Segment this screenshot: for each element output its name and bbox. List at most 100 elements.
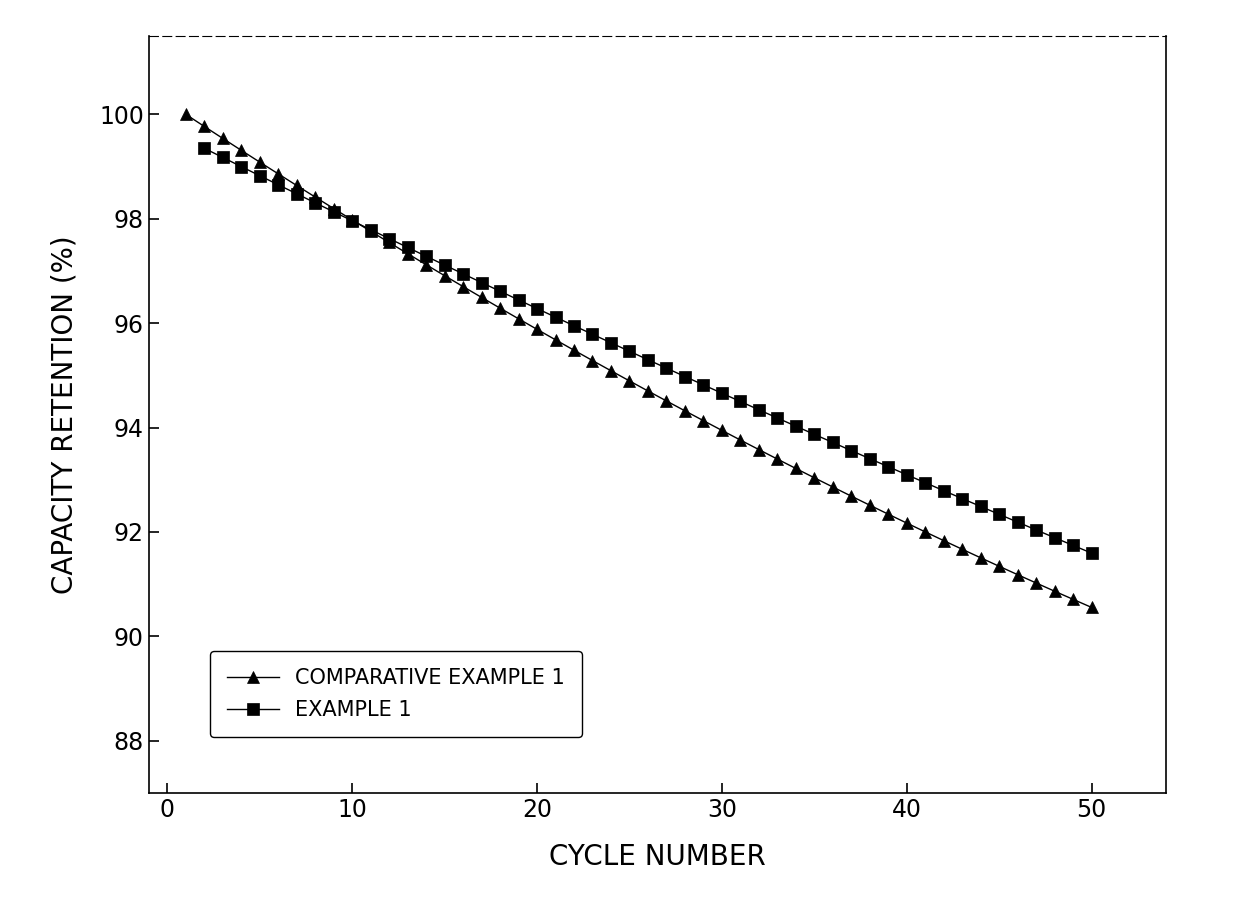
COMPARATIVE EXAMPLE 1 <box>918 526 932 537</box>
EXAMPLE 1 <box>992 509 1007 520</box>
EXAMPLE 1 <box>696 379 711 390</box>
EXAMPLE 1 <box>751 405 766 415</box>
X-axis label: CYCLE NUMBER: CYCLE NUMBER <box>549 842 765 870</box>
COMPARATIVE EXAMPLE 1 <box>733 434 748 445</box>
COMPARATIVE EXAMPLE 1 <box>992 561 1007 572</box>
EXAMPLE 1 <box>918 478 932 488</box>
COMPARATIVE EXAMPLE 1 <box>1029 578 1044 588</box>
COMPARATIVE EXAMPLE 1 <box>567 345 582 356</box>
COMPARATIVE EXAMPLE 1 <box>658 396 673 406</box>
COMPARATIVE EXAMPLE 1 <box>419 259 434 270</box>
COMPARATIVE EXAMPLE 1 <box>844 491 859 502</box>
COMPARATIVE EXAMPLE 1 <box>1048 586 1063 596</box>
EXAMPLE 1 <box>474 278 489 288</box>
EXAMPLE 1 <box>234 161 249 172</box>
EXAMPLE 1 <box>216 152 231 163</box>
EXAMPLE 1 <box>252 170 267 181</box>
COMPARATIVE EXAMPLE 1 <box>677 405 692 416</box>
EXAMPLE 1 <box>677 371 692 382</box>
EXAMPLE 1 <box>567 321 582 332</box>
COMPARATIVE EXAMPLE 1 <box>326 203 341 214</box>
COMPARATIVE EXAMPLE 1 <box>474 292 489 303</box>
EXAMPLE 1 <box>382 233 397 244</box>
EXAMPLE 1 <box>955 493 970 504</box>
COMPARATIVE EXAMPLE 1 <box>197 121 212 132</box>
COMPARATIVE EXAMPLE 1 <box>807 472 822 483</box>
COMPARATIVE EXAMPLE 1 <box>270 168 285 179</box>
COMPARATIVE EXAMPLE 1 <box>252 157 267 168</box>
COMPARATIVE EXAMPLE 1 <box>179 109 193 120</box>
EXAMPLE 1 <box>363 224 378 235</box>
EXAMPLE 1 <box>1029 524 1044 535</box>
COMPARATIVE EXAMPLE 1 <box>216 133 231 144</box>
EXAMPLE 1 <box>197 143 212 154</box>
COMPARATIVE EXAMPLE 1 <box>696 415 711 426</box>
EXAMPLE 1 <box>492 286 507 296</box>
EXAMPLE 1 <box>326 206 341 217</box>
COMPARATIVE EXAMPLE 1 <box>382 237 397 248</box>
EXAMPLE 1 <box>899 469 914 480</box>
EXAMPLE 1 <box>548 312 563 323</box>
EXAMPLE 1 <box>270 179 285 190</box>
EXAMPLE 1 <box>807 429 822 440</box>
EXAMPLE 1 <box>604 337 619 348</box>
COMPARATIVE EXAMPLE 1 <box>880 509 895 520</box>
COMPARATIVE EXAMPLE 1 <box>345 214 360 225</box>
EXAMPLE 1 <box>1065 540 1080 551</box>
EXAMPLE 1 <box>1048 532 1063 543</box>
COMPARATIVE EXAMPLE 1 <box>438 270 453 281</box>
EXAMPLE 1 <box>844 445 859 456</box>
Legend: COMPARATIVE EXAMPLE 1, EXAMPLE 1: COMPARATIVE EXAMPLE 1, EXAMPLE 1 <box>210 651 582 737</box>
COMPARATIVE EXAMPLE 1 <box>401 249 415 259</box>
COMPARATIVE EXAMPLE 1 <box>511 314 526 324</box>
EXAMPLE 1 <box>862 453 877 464</box>
COMPARATIVE EXAMPLE 1 <box>973 552 988 563</box>
EXAMPLE 1 <box>401 242 415 253</box>
EXAMPLE 1 <box>585 329 600 340</box>
COMPARATIVE EXAMPLE 1 <box>1065 594 1080 605</box>
EXAMPLE 1 <box>880 461 895 472</box>
EXAMPLE 1 <box>733 396 748 407</box>
EXAMPLE 1 <box>529 303 544 314</box>
COMPARATIVE EXAMPLE 1 <box>955 544 970 555</box>
COMPARATIVE EXAMPLE 1 <box>604 366 619 377</box>
COMPARATIVE EXAMPLE 1 <box>936 535 951 546</box>
EXAMPLE 1 <box>455 268 470 279</box>
EXAMPLE 1 <box>1084 548 1099 559</box>
EXAMPLE 1 <box>289 188 304 199</box>
COMPARATIVE EXAMPLE 1 <box>751 444 766 455</box>
COMPARATIVE EXAMPLE 1 <box>826 482 841 493</box>
COMPARATIVE EXAMPLE 1 <box>789 463 804 474</box>
Y-axis label: CAPACITY RETENTION (%): CAPACITY RETENTION (%) <box>51 235 78 594</box>
EXAMPLE 1 <box>826 437 841 448</box>
EXAMPLE 1 <box>789 421 804 432</box>
COMPARATIVE EXAMPLE 1 <box>492 303 507 314</box>
COMPARATIVE EXAMPLE 1 <box>899 518 914 529</box>
EXAMPLE 1 <box>936 486 951 496</box>
EXAMPLE 1 <box>973 501 988 512</box>
COMPARATIVE EXAMPLE 1 <box>308 192 322 203</box>
COMPARATIVE EXAMPLE 1 <box>234 145 249 156</box>
EXAMPLE 1 <box>308 197 322 208</box>
COMPARATIVE EXAMPLE 1 <box>622 376 637 387</box>
EXAMPLE 1 <box>714 387 729 398</box>
EXAMPLE 1 <box>345 215 360 226</box>
EXAMPLE 1 <box>770 413 785 423</box>
COMPARATIVE EXAMPLE 1 <box>363 226 378 237</box>
EXAMPLE 1 <box>658 363 673 374</box>
COMPARATIVE EXAMPLE 1 <box>641 386 656 396</box>
Line: COMPARATIVE EXAMPLE 1: COMPARATIVE EXAMPLE 1 <box>180 108 1097 614</box>
COMPARATIVE EXAMPLE 1 <box>714 425 729 436</box>
COMPARATIVE EXAMPLE 1 <box>289 180 304 191</box>
COMPARATIVE EXAMPLE 1 <box>1084 602 1099 613</box>
COMPARATIVE EXAMPLE 1 <box>529 324 544 335</box>
COMPARATIVE EXAMPLE 1 <box>455 281 470 292</box>
COMPARATIVE EXAMPLE 1 <box>862 500 877 511</box>
COMPARATIVE EXAMPLE 1 <box>1011 569 1025 580</box>
EXAMPLE 1 <box>419 250 434 261</box>
Line: EXAMPLE 1: EXAMPLE 1 <box>198 142 1097 559</box>
EXAMPLE 1 <box>511 295 526 305</box>
EXAMPLE 1 <box>1011 517 1025 528</box>
EXAMPLE 1 <box>622 346 637 357</box>
COMPARATIVE EXAMPLE 1 <box>770 454 785 465</box>
